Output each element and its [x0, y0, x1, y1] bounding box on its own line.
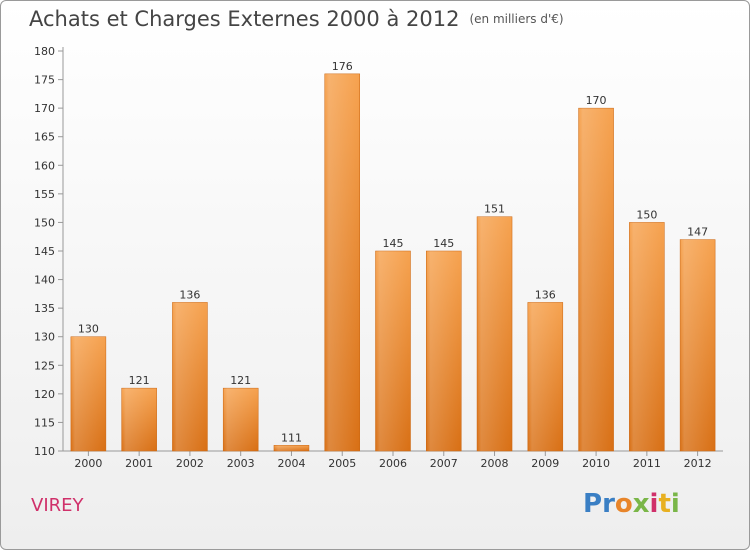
logo-letter: P — [583, 489, 603, 519]
bar-highlight — [477, 216, 513, 451]
bar-highlight — [680, 239, 716, 451]
x-tick-label: 2009 — [531, 457, 559, 470]
y-tick-label: 140 — [34, 274, 55, 287]
logo-letter: i — [649, 489, 659, 519]
bars-group — [70, 73, 716, 452]
x-tick-label: 2010 — [582, 457, 610, 470]
data-label: 121 — [129, 374, 150, 387]
data-label: 130 — [78, 323, 99, 336]
data-label: 145 — [383, 237, 404, 250]
x-tick-label: 2003 — [227, 457, 255, 470]
data-label: 147 — [687, 226, 708, 239]
y-tick-label: 110 — [34, 445, 55, 458]
bar-highlight — [578, 108, 614, 452]
logo-letter: t — [658, 489, 671, 519]
proxiti-logo: Proxiti — [583, 489, 680, 519]
y-tick-label: 135 — [34, 302, 55, 315]
y-tick-label: 125 — [34, 359, 55, 372]
data-label: 136 — [535, 288, 556, 301]
chart-title-text: Achats et Charges Externes 2000 à 2012 — [29, 7, 460, 31]
bar-highlight — [70, 336, 106, 451]
chart-subtitle: (en milliers d'€) — [469, 12, 564, 26]
data-label: 136 — [179, 288, 200, 301]
y-tick-label: 175 — [34, 74, 55, 87]
y-tick-label: 180 — [34, 45, 55, 58]
bar-highlight — [629, 222, 665, 451]
bar-highlight — [324, 73, 360, 451]
y-tick-label: 130 — [34, 331, 55, 344]
bar-highlight — [375, 251, 411, 451]
logo-letter: i — [670, 489, 680, 519]
axes: 1101151201251301351401451501551601651701… — [34, 45, 723, 470]
bar-highlight — [121, 388, 157, 451]
x-tick-label: 2011 — [633, 457, 661, 470]
logo-letter: r — [602, 489, 615, 519]
data-label: 145 — [433, 237, 454, 250]
x-tick-label: 2001 — [125, 457, 153, 470]
y-tick-label: 115 — [34, 416, 55, 429]
value-labels-group: 130 121 136 121 111 176 145 145 151 136 170 150 147 — [78, 60, 708, 444]
x-tick-label: 2007 — [430, 457, 458, 470]
x-tick-label: 2004 — [277, 457, 305, 470]
y-tick-label: 150 — [34, 216, 55, 229]
data-label: 151 — [484, 203, 505, 216]
data-label: 150 — [636, 208, 657, 221]
data-label: 121 — [230, 374, 251, 387]
bar-highlight — [172, 302, 208, 451]
bar-highlight — [273, 445, 309, 451]
x-tick-label: 2012 — [684, 457, 712, 470]
y-tick-label: 160 — [34, 159, 55, 172]
x-tick-label: 2008 — [481, 457, 509, 470]
commune-name: VIREY — [31, 495, 84, 516]
y-tick-label: 155 — [34, 188, 55, 201]
chart-title: Achats et Charges Externes 2000 à 2012 (e… — [29, 7, 564, 31]
y-tick-label: 120 — [34, 388, 55, 401]
y-tick-label: 170 — [34, 102, 55, 115]
bar-highlight — [426, 251, 462, 451]
bar-highlight — [223, 388, 259, 451]
data-label: 176 — [332, 60, 353, 73]
logo-letter: o — [614, 489, 633, 519]
data-label: 170 — [586, 94, 607, 107]
logo-letter: x — [632, 489, 650, 519]
data-label: 111 — [281, 431, 302, 444]
x-tick-label: 2005 — [328, 457, 356, 470]
x-tick-label: 2006 — [379, 457, 407, 470]
bar-highlight — [527, 302, 563, 451]
y-tick-label: 165 — [34, 131, 55, 144]
x-tick-label: 2000 — [74, 457, 102, 470]
y-tick-label: 145 — [34, 245, 55, 258]
x-tick-label: 2002 — [176, 457, 204, 470]
